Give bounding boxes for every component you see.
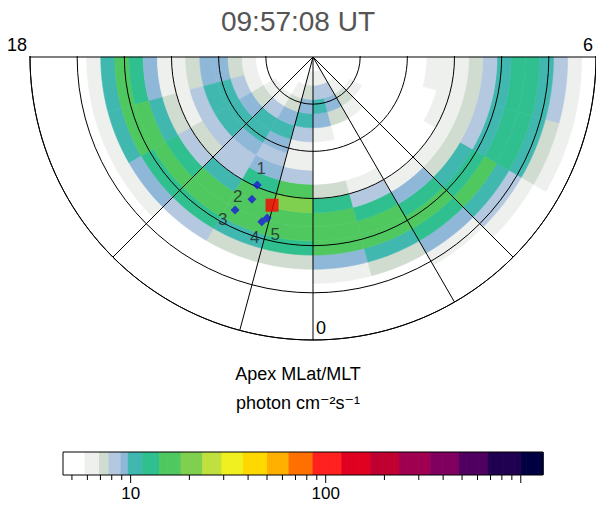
svg-text:09:57:08 UT: 09:57:08 UT: [221, 6, 375, 37]
svg-text:18: 18: [7, 35, 27, 55]
svg-text:2: 2: [233, 187, 242, 206]
svg-text:6: 6: [583, 35, 593, 55]
svg-text:1: 1: [256, 159, 265, 178]
svg-text:10: 10: [121, 484, 140, 503]
svg-text:Apex MLat/MLT: Apex MLat/MLT: [235, 364, 361, 384]
svg-text:0: 0: [316, 318, 326, 338]
svg-text:3: 3: [218, 210, 227, 229]
svg-text:5: 5: [270, 225, 279, 244]
svg-text:photon cm⁻²s⁻¹: photon cm⁻²s⁻¹: [236, 393, 360, 413]
svg-text:100: 100: [312, 484, 340, 503]
svg-text:4: 4: [250, 228, 259, 247]
